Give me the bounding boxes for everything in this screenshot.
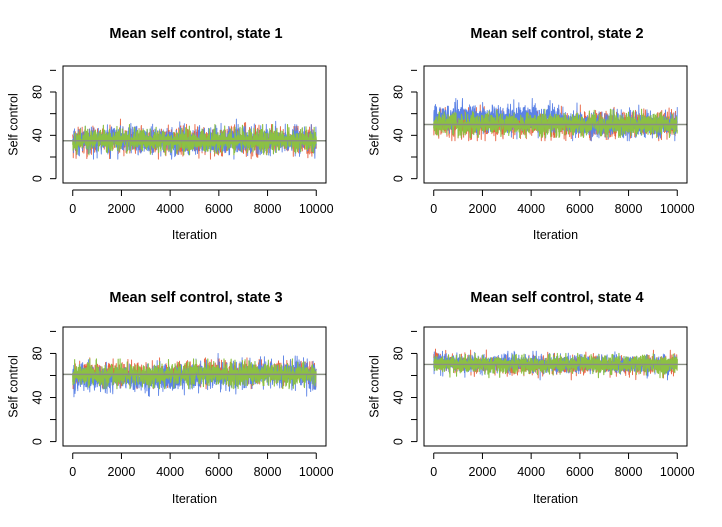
y-axis-label: Self control (367, 93, 381, 156)
x-tick-label: 0 (430, 465, 437, 479)
y-tick-label: 80 (391, 85, 405, 99)
x-tick-label: 8000 (615, 465, 643, 479)
panel-title: Mean self control, state 1 (109, 26, 282, 42)
x-tick-label: 2000 (108, 465, 136, 479)
x-tick-label: 0 (69, 465, 76, 479)
x-tick-label: 4000 (156, 465, 184, 479)
y-tick-label: 80 (30, 85, 44, 99)
x-tick-label: 6000 (205, 202, 233, 216)
x-axis-label: Iteration (172, 228, 217, 242)
x-tick-label: 10000 (660, 202, 695, 216)
x-tick-label: 6000 (566, 465, 594, 479)
x-tick-label: 0 (69, 202, 76, 216)
plot-box (423, 65, 688, 184)
plot-box (62, 326, 327, 447)
x-tick-label: 6000 (566, 202, 594, 216)
panel-title: Mean self control, state 3 (109, 290, 282, 306)
trace-panel-1: 0 2000 4000 6000 8000 10000 0 40 80 Mean self con… (6, 26, 333, 242)
y-tick-label: 80 (30, 346, 44, 360)
x-tick-label: 2000 (469, 202, 497, 216)
panel-title: Mean self control, state 4 (470, 290, 643, 306)
x-tick-label: 4000 (517, 465, 545, 479)
x-tick-label: 10000 (299, 202, 334, 216)
trace-lines (72, 352, 317, 398)
y-tick-label: 0 (391, 175, 405, 182)
y-axis-label: Self control (367, 355, 381, 418)
x-tick-label: 2000 (469, 465, 497, 479)
x-tick-label: 10000 (299, 465, 334, 479)
chain-3-trace (72, 123, 317, 156)
x-tick-label: 2000 (108, 202, 136, 216)
trace-lines (433, 348, 678, 381)
x-tick-label: 10000 (660, 465, 695, 479)
x-tick-label: 4000 (156, 202, 184, 216)
y-tick-label: 40 (391, 391, 405, 405)
y-tick-label: 40 (30, 128, 44, 142)
x-tick-label: 8000 (254, 465, 282, 479)
x-tick-label: 8000 (254, 202, 282, 216)
trace-panel-2: 0 2000 4000 6000 8000 10000 0 40 80 Mean self con… (367, 26, 694, 242)
x-tick-label: 0 (430, 202, 437, 216)
panel-title: Mean self control, state 2 (470, 26, 643, 42)
x-tick-label: 6000 (205, 465, 233, 479)
chain-3-trace (72, 358, 317, 390)
plot-box (62, 65, 327, 184)
trace-lines (72, 118, 317, 160)
y-tick-label: 0 (30, 175, 44, 182)
y-tick-label: 0 (30, 438, 44, 445)
y-tick-label: 0 (391, 438, 405, 445)
trace-panel-3: 0 2000 4000 6000 8000 10000 0 40 80 Mean self con… (6, 290, 333, 506)
y-tick-label: 40 (391, 128, 405, 142)
trace-lines (433, 98, 678, 142)
chain-3-trace (433, 352, 678, 379)
x-tick-label: 4000 (517, 202, 545, 216)
x-axis-label: Iteration (533, 228, 578, 242)
y-axis-label: Self control (6, 93, 20, 156)
x-tick-label: 8000 (615, 202, 643, 216)
plot-box (423, 326, 688, 447)
y-axis-label: Self control (6, 355, 20, 418)
trace-panel-4: 0 2000 4000 6000 8000 10000 0 40 80 Mean self con… (367, 290, 694, 506)
x-axis-label: Iteration (172, 492, 217, 506)
y-tick-label: 80 (391, 346, 405, 360)
y-tick-label: 40 (30, 391, 44, 405)
x-axis-label: Iteration (533, 492, 578, 506)
